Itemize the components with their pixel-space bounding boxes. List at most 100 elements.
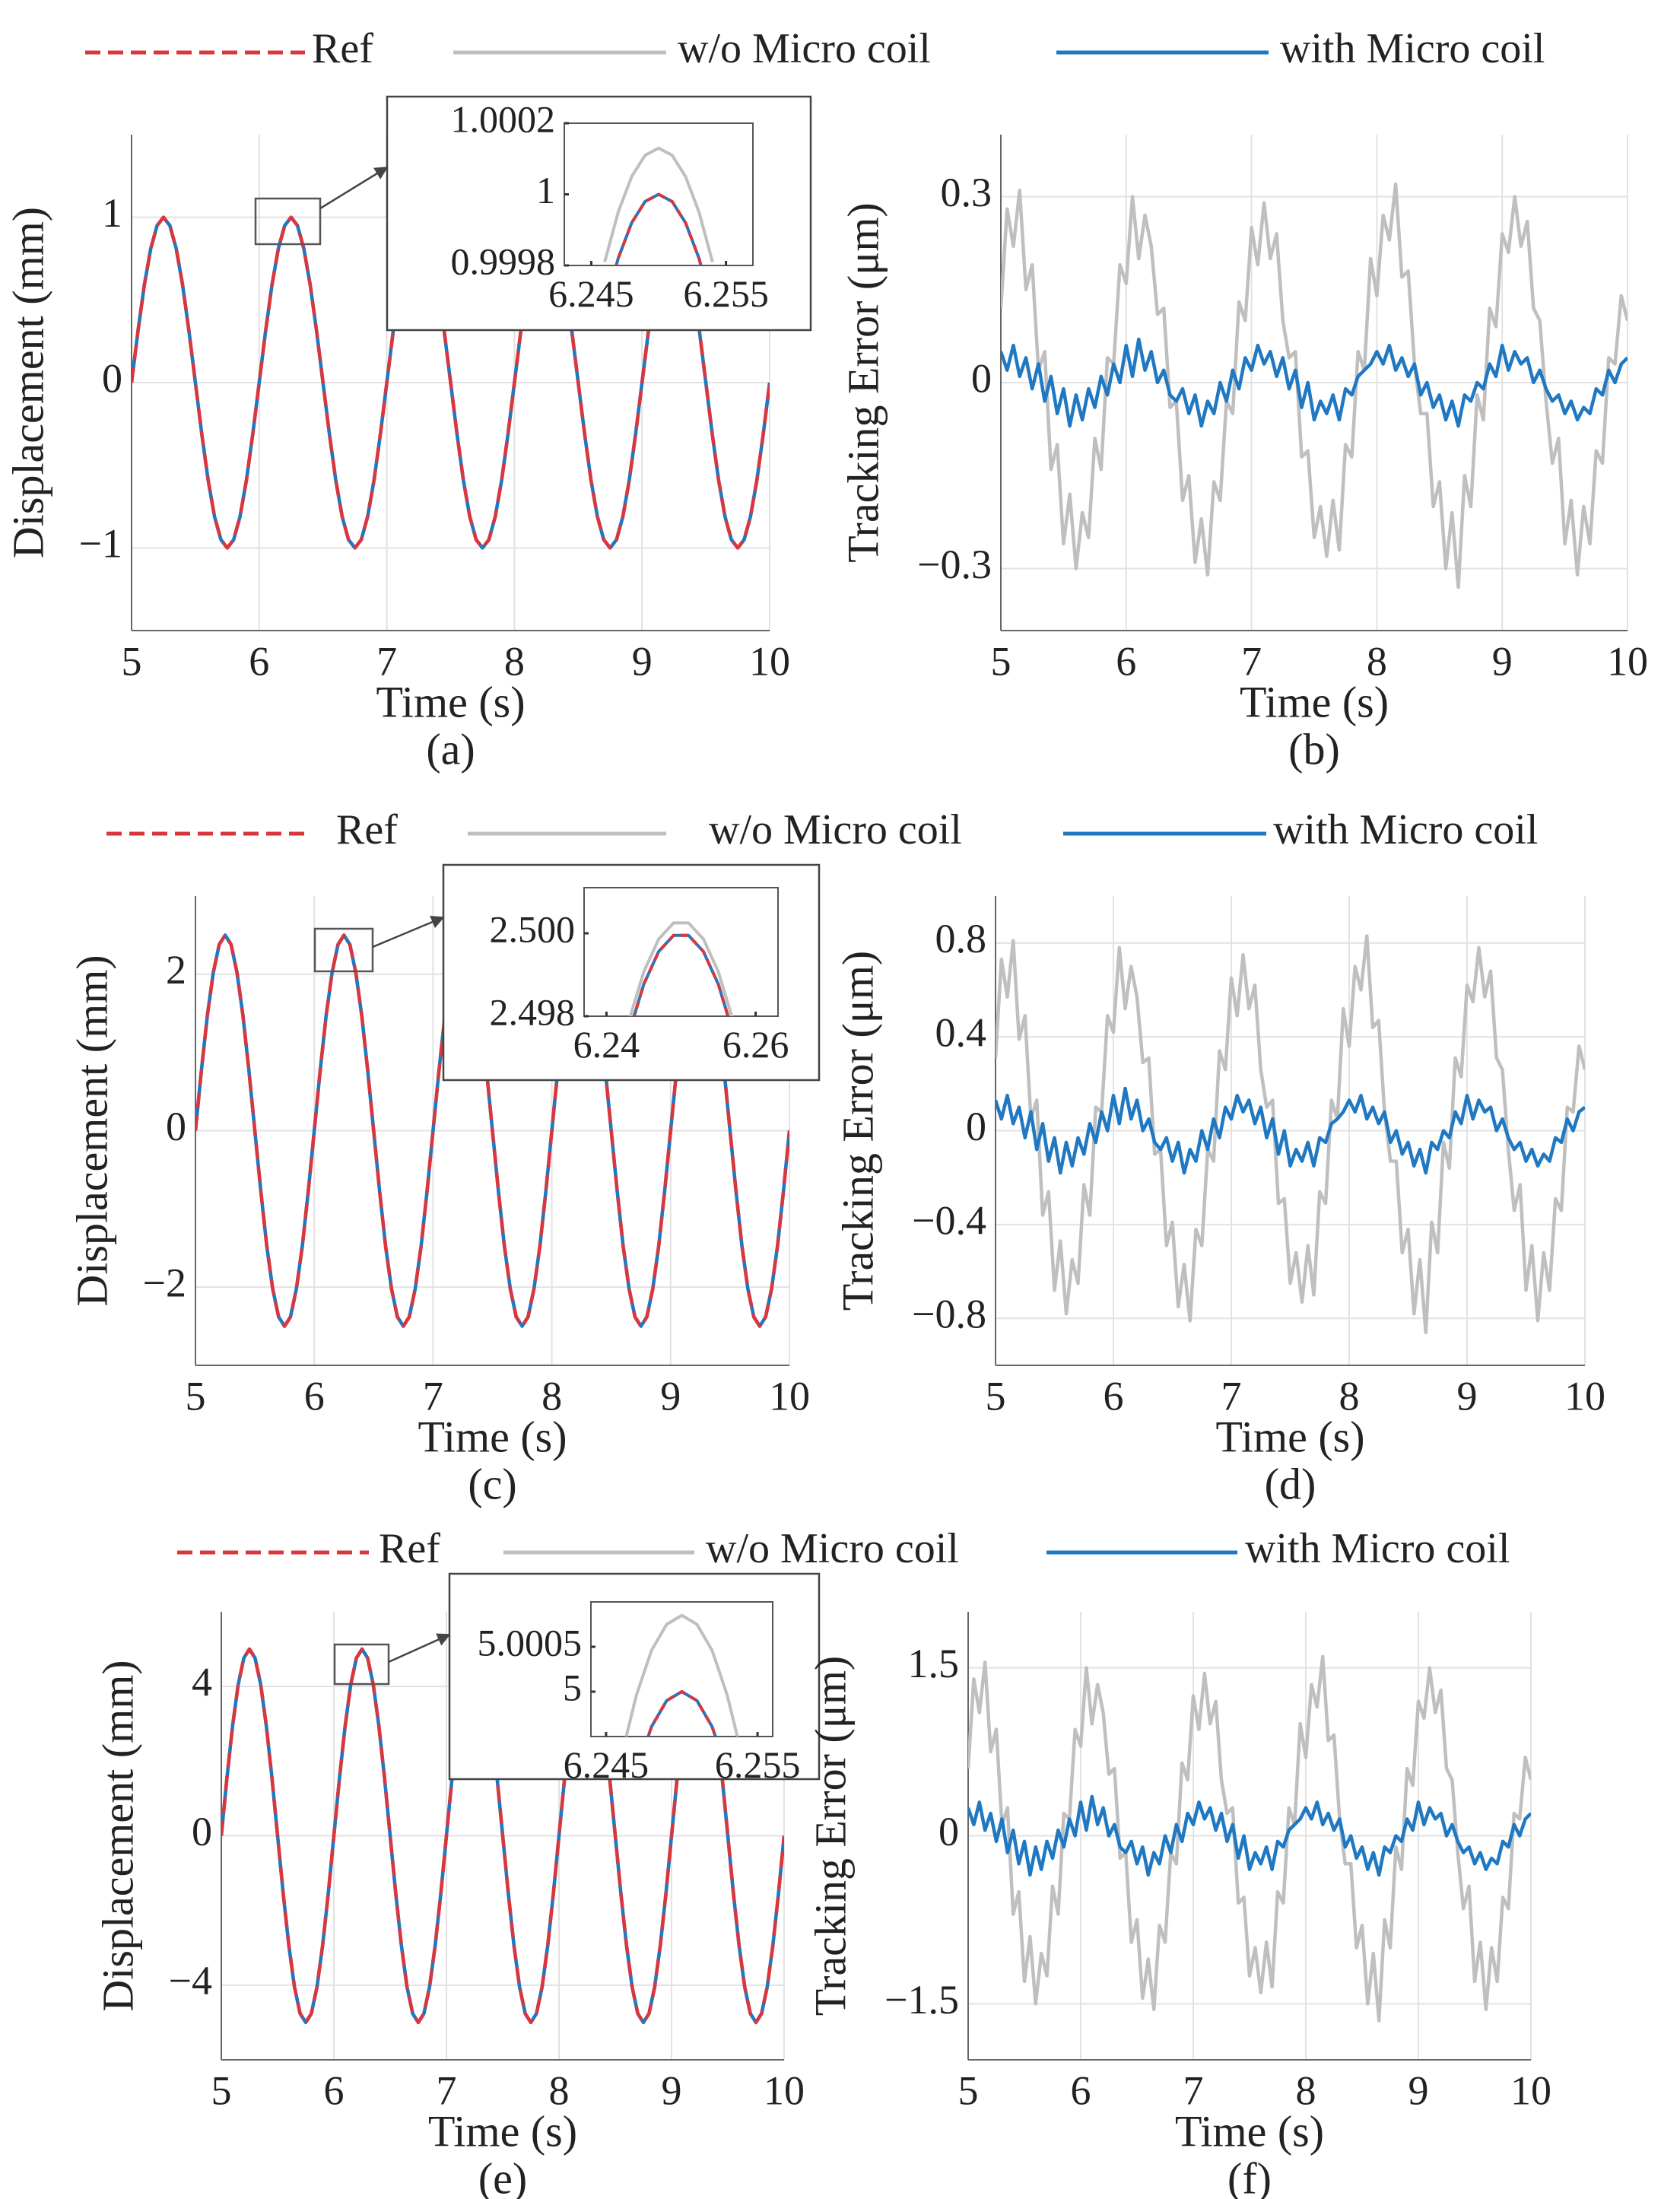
zoom-box <box>333 1643 390 1686</box>
x-tick-label: 9 <box>1408 2067 1429 2113</box>
legend-label: Ref <box>379 1525 440 1572</box>
plot-area <box>590 1601 773 1737</box>
x-tick-label: 7 <box>1221 1373 1242 1419</box>
y-tick-label: 0 <box>192 1809 212 1854</box>
x-tick-label: 7 <box>437 2067 457 2113</box>
x-tick-label: 6.24 <box>573 1023 640 1066</box>
x-tick-label: 8 <box>1339 1373 1360 1419</box>
panel-label: (e) <box>478 2153 527 2199</box>
panel-label: (b) <box>1288 724 1340 774</box>
y-tick-label: −0.3 <box>917 542 992 587</box>
data-line <box>628 921 734 1016</box>
y-tick-label: −0.8 <box>912 1292 986 1337</box>
x-tick-label: 8 <box>549 2067 570 2113</box>
x-tick-label: 6 <box>304 1373 325 1419</box>
plot-lines <box>996 934 1585 1335</box>
data-line <box>632 933 730 1016</box>
y-tick-label: 1 <box>536 169 555 211</box>
y-tick-label: 1.5 <box>908 1641 960 1686</box>
x-tick-label: 6 <box>249 638 269 684</box>
legend-label: with Micro coil <box>1280 25 1545 72</box>
x-tick-label: 7 <box>376 638 397 684</box>
data-line <box>968 1654 1531 2023</box>
data-line <box>968 1794 1531 1877</box>
plot-lines <box>624 1613 739 1737</box>
x-tick-label: 5 <box>211 2067 232 2113</box>
data-line <box>603 146 714 262</box>
x-tick-label: 6.26 <box>722 1023 789 1066</box>
y-tick-label: −4 <box>169 1958 212 2004</box>
y-tick-label: 0 <box>166 1104 186 1149</box>
plot-area <box>583 887 779 1017</box>
legend-label: w/o Micro coil <box>709 806 962 853</box>
x-axis-label: Time (s) <box>376 677 525 726</box>
y-axis-label: Tracking Error (μm) <box>805 1656 855 2016</box>
x-axis-label: Time (s) <box>1175 2106 1324 2156</box>
x-tick-label: 6 <box>1071 2067 1091 2113</box>
x-tick-label: 9 <box>632 638 653 684</box>
y-axis-label: Tracking Error (μm) <box>833 951 882 1311</box>
x-tick-label: 5 <box>186 1373 206 1419</box>
panel-label: (d) <box>1265 1459 1316 1508</box>
plot-lines <box>968 1654 1531 2023</box>
x-tick-label: 6 <box>1104 1373 1124 1419</box>
y-tick-label: −2 <box>143 1260 186 1306</box>
x-tick-label: 10 <box>764 2067 805 2113</box>
panel-label: (a) <box>426 724 475 774</box>
y-tick-label: 2.498 <box>490 990 576 1033</box>
x-tick-label: 8 <box>541 1373 562 1419</box>
x-axis-label: Time (s) <box>1240 677 1389 726</box>
data-line <box>195 933 789 1328</box>
x-tick-label: 6.245 <box>548 272 634 315</box>
y-tick-label: 0 <box>966 1104 986 1149</box>
x-tick-label: 6.255 <box>683 272 769 315</box>
x-tick-label: 10 <box>1607 638 1648 684</box>
y-tick-label: 0.3 <box>941 170 992 215</box>
y-tick-label: 0.9998 <box>451 240 556 282</box>
zoom-arrow <box>372 916 445 949</box>
y-tick-label: 0 <box>938 1809 959 1854</box>
x-tick-label: 8 <box>1367 638 1387 684</box>
data-line <box>996 1086 1585 1175</box>
x-axis-label: Time (s) <box>418 1412 567 1461</box>
x-tick-label: 7 <box>1241 638 1262 684</box>
x-tick-label: 7 <box>423 1373 443 1419</box>
y-tick-label: −0.4 <box>912 1197 986 1243</box>
y-axis-label: Tracking Error (μm) <box>838 202 888 563</box>
x-tick-label: 8 <box>504 638 525 684</box>
x-tick-label: 9 <box>662 2067 682 2113</box>
x-tick-label: 5 <box>991 638 1011 684</box>
y-tick-label: 0.8 <box>935 916 987 961</box>
legend-label: w/o Micro coil <box>706 1525 959 1572</box>
x-tick-label: 6.255 <box>715 1743 801 1786</box>
y-tick-label: 1 <box>102 190 122 236</box>
plot-lines <box>603 146 714 265</box>
y-tick-label: 2.500 <box>490 907 576 950</box>
x-tick-label: 9 <box>660 1373 681 1419</box>
y-tick-label: 2 <box>166 947 186 993</box>
y-axis-label: Displacement (mm) <box>3 207 52 558</box>
panel-label: (c) <box>468 1459 516 1508</box>
y-tick-label: −1.5 <box>884 1977 959 2023</box>
x-tick-label: 6.245 <box>564 1743 649 1786</box>
legend-label: with Micro coil <box>1273 806 1538 853</box>
x-tick-label: 9 <box>1492 638 1513 684</box>
y-tick-label: 5.0005 <box>478 1621 583 1664</box>
y-axis-label: Displacement (mm) <box>67 955 116 1306</box>
y-tick-label: −1 <box>79 521 122 567</box>
data-line <box>646 1690 717 1737</box>
x-tick-label: 9 <box>1457 1373 1478 1419</box>
x-tick-label: 7 <box>1183 2067 1204 2113</box>
legend-label: w/o Micro coil <box>678 25 931 72</box>
x-tick-label: 5 <box>122 638 142 684</box>
legend-label: Ref <box>312 25 373 72</box>
x-axis-label: Time (s) <box>1215 1412 1364 1461</box>
y-tick-label: 0 <box>102 355 122 401</box>
zoom-arrow <box>388 1633 451 1664</box>
plot-lines <box>628 921 734 1016</box>
y-axis-label: Displacement (mm) <box>93 1660 142 2011</box>
y-tick-label: 1.0002 <box>451 97 556 140</box>
y-tick-label: 5 <box>563 1666 582 1708</box>
x-axis-label: Time (s) <box>428 2106 577 2156</box>
legend-label: Ref <box>336 806 398 853</box>
